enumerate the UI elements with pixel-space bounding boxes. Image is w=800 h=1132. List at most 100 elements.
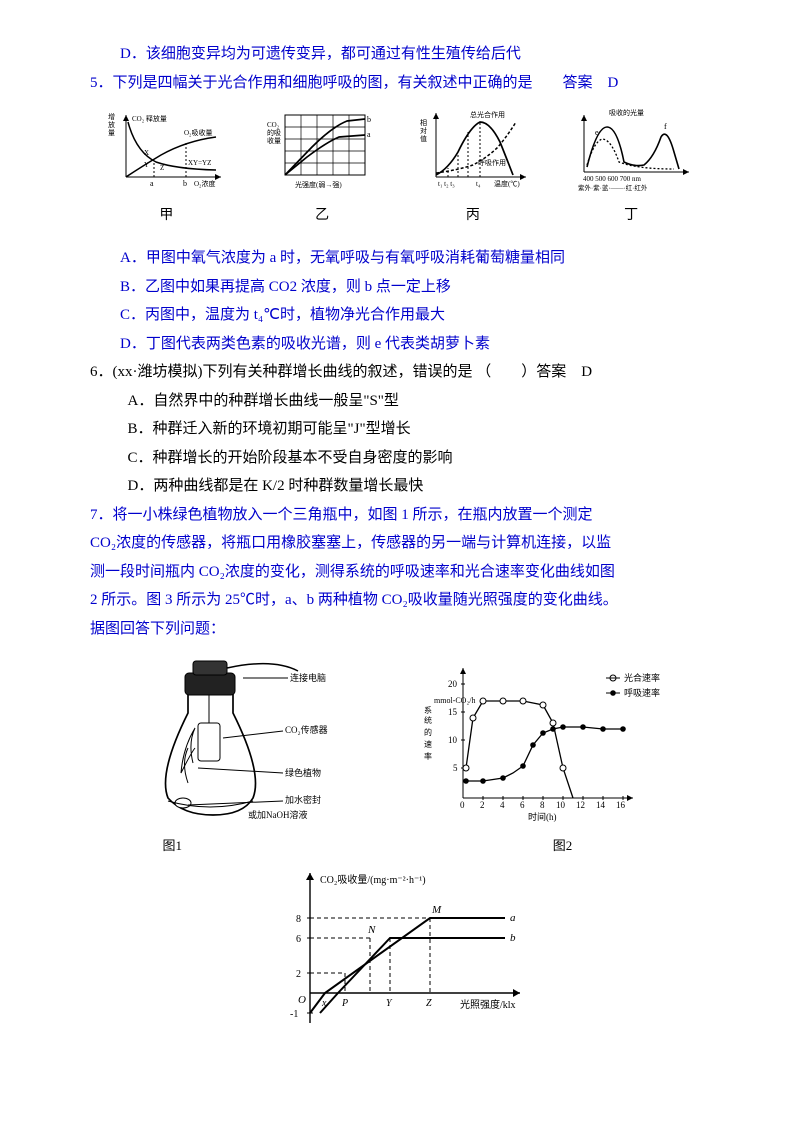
q5-opt-b: B．乙图中如果再提高 CO2 浓度，则 b 点一定上移: [90, 273, 710, 302]
svg-text:X: X: [144, 149, 149, 157]
svg-text:光照强度/klx: 光照强度/klx: [460, 998, 516, 1011]
svg-text:的: 的: [424, 727, 432, 737]
svg-text:O₂浓度: O₂浓度: [194, 179, 216, 188]
svg-text:-1: -1: [290, 1009, 298, 1020]
svg-text:14: 14: [596, 800, 606, 810]
q7-line2: CO₂浓度的传感器，将瓶口用橡胶塞塞上，传感器的另一端与计算机连接，以监: [90, 529, 710, 558]
q5-opt-d: D．丁图代表两类色素的吸收光谱，则 e 代表类胡萝卜素: [90, 330, 710, 359]
svg-text:放: 放: [108, 120, 115, 129]
svg-text:2: 2: [480, 800, 485, 810]
svg-text:CO₂ 释放量: CO₂ 释放量: [132, 114, 167, 123]
svg-text:CO₂: CO₂: [267, 121, 280, 129]
svg-text:Z: Z: [160, 164, 164, 172]
svg-text:2: 2: [296, 969, 301, 980]
q7-fig-row-1: 连接电脑 CO₂传感器 绿色植物 加水密封 或加NaOH溶液 图1 0 2 4 …: [100, 653, 700, 858]
svg-text:O₂吸收量: O₂吸收量: [184, 128, 213, 137]
q5-chart-d: 吸收的光量 e f 400 500 600 700 nm 紫外·紫·蓝·——·红…: [569, 107, 694, 229]
q5-chart-a-label: 甲: [106, 203, 226, 230]
svg-text:4: 4: [500, 800, 505, 810]
svg-text:增: 增: [108, 112, 115, 121]
svg-text:a: a: [367, 130, 371, 139]
svg-text:6: 6: [520, 800, 525, 810]
q7-fig2-caption: 图2: [458, 834, 668, 859]
svg-text:5: 5: [453, 763, 458, 773]
q5-chart-a: 增放量 CO₂ 释放量 O₂吸收量 XY=YZ a b O₂浓度 X Y Z 甲: [106, 107, 226, 229]
svg-text:时间(h): 时间(h): [528, 811, 557, 822]
svg-text:400 500 600 700 nm: 400 500 600 700 nm: [583, 175, 642, 183]
q5-opt-a: A．甲图中氧气浓度为 a 时，无氧呼吸与有氧呼吸消耗葡萄糖量相同: [90, 244, 710, 273]
svg-text:b: b: [183, 179, 187, 188]
q6-stem: 6．(xx·潍坊模拟)下列有关种群增长曲线的叙述，错误的是 （ ）答案 D: [90, 358, 710, 387]
svg-text:O: O: [298, 994, 306, 1006]
svg-text:吸收的光量: 吸收的光量: [609, 108, 644, 117]
svg-text:绿色植物: 绿色植物: [285, 767, 321, 778]
svg-text:a: a: [150, 179, 154, 188]
svg-text:的吸: 的吸: [267, 128, 281, 137]
svg-text:10: 10: [448, 735, 458, 745]
svg-text:总光合作用: 总光合作用: [470, 110, 505, 119]
q6-opt-a: A．自然界中的种群增长曲线一般呈"S"型: [90, 387, 710, 416]
svg-text:mmol-CO₂/h: mmol-CO₂/h: [434, 696, 475, 705]
svg-text:呼吸速率: 呼吸速率: [624, 687, 660, 698]
svg-text:P: P: [341, 998, 348, 1009]
svg-text:N: N: [367, 924, 376, 936]
svg-text:或加NaOH溶液: 或加NaOH溶液: [248, 809, 308, 820]
svg-text:20: 20: [448, 679, 458, 689]
q7-line1: 7．将一小株绿色植物放入一个三角瓶中，如图 1 所示，在瓶内放置一个测定: [90, 501, 710, 530]
svg-text:紫外·紫·蓝·——·红·红外: 紫外·紫·蓝·——·红·红外: [578, 183, 648, 192]
q7-line5: 据图回答下列问题：: [90, 615, 710, 644]
svg-text:M: M: [431, 904, 442, 916]
svg-text:x: x: [321, 998, 327, 1009]
svg-text:对: 对: [420, 126, 427, 135]
q5-chart-c-label: 丙: [418, 203, 528, 230]
svg-text:XY=YZ: XY=YZ: [188, 159, 211, 167]
q5-chart-d-label: 丁: [569, 203, 694, 230]
svg-text:t₄: t₄: [476, 180, 481, 188]
svg-text:f: f: [664, 122, 667, 131]
q6-opt-c: C．种群增长的开始阶段基本不受自身密度的影响: [90, 444, 710, 473]
q6-opt-b: B．种群迁入新的环境初期可能呈"J"型增长: [90, 415, 710, 444]
q4-opt-d: D．该细胞变异均为可遗传变异，都可通过有性生殖传给后代: [90, 40, 710, 69]
svg-text:b: b: [367, 115, 371, 124]
svg-text:Z: Z: [426, 998, 432, 1009]
svg-text:12: 12: [576, 800, 585, 810]
q7-line4: 2 所示。图 3 所示为 25℃时，a、b 两种植物 CO₂吸收量随光照强度的变…: [90, 586, 710, 615]
svg-text:率: 率: [424, 751, 432, 761]
svg-text:Y: Y: [386, 998, 393, 1009]
svg-text:相: 相: [420, 118, 427, 127]
q5-opt-c: C．丙图中，温度为 t₄℃时，植物净光合作用最大: [90, 301, 710, 330]
svg-text:收量: 收量: [267, 136, 281, 145]
q7-line3: 测一段时间瓶内 CO₂浓度的变化，测得系统的呼吸速率和光合速率变化曲线如图: [90, 558, 710, 587]
svg-text:Y: Y: [144, 161, 149, 169]
svg-text:温度(℃): 温度(℃): [494, 179, 520, 188]
svg-text:6: 6: [296, 934, 301, 945]
svg-text:a: a: [510, 912, 516, 924]
svg-text:0: 0: [460, 800, 465, 810]
svg-text:t₁ t₂ t₃: t₁ t₂ t₃: [438, 180, 455, 188]
q7-fig1-caption: 图1: [163, 834, 333, 859]
svg-text:加水密封: 加水密封: [285, 794, 321, 805]
svg-text:速: 速: [424, 740, 432, 749]
svg-text:8: 8: [296, 914, 301, 925]
svg-text:e: e: [595, 128, 599, 137]
svg-text:10: 10: [556, 800, 566, 810]
svg-text:8: 8: [540, 800, 545, 810]
q7-fig1: 连接电脑 CO₂传感器 绿色植物 加水密封 或加NaOH溶液 图1: [133, 653, 333, 858]
svg-text:呼吸作用: 呼吸作用: [478, 158, 506, 167]
q5-chart-c: 总光合作用 呼吸作用 相对值 t₁ t₂ t₃ t₄ 温度(℃) 丙: [418, 107, 528, 229]
svg-text:16: 16: [616, 800, 626, 810]
svg-text:系: 系: [424, 705, 432, 715]
svg-text:光强度(弱→强): 光强度(弱→强): [295, 180, 342, 189]
q5-chart-b-label: 乙: [267, 203, 377, 230]
svg-text:光合速率: 光合速率: [624, 672, 660, 683]
svg-text:量: 量: [108, 129, 115, 137]
q7-fig3: O -1 2 6 8 a b M N x P Y Z 光照强度/klx CO₂吸…: [90, 863, 710, 1038]
q6-opt-d: D．两种曲线都是在 K/2 时种群数量增长最快: [90, 472, 710, 501]
svg-text:CO₂吸收量/(mg·m⁻²·h⁻¹): CO₂吸收量/(mg·m⁻²·h⁻¹): [320, 873, 426, 886]
svg-text:统: 统: [424, 715, 432, 725]
svg-text:连接电脑: 连接电脑: [290, 672, 326, 683]
q7-fig2: 0 2 4 6 8 10 12 14 16 5 10 15 20: [418, 653, 668, 858]
svg-text:值: 值: [420, 134, 427, 143]
q5-chart-b: a b CO₂ 的吸 收量 光强度(弱→强) 乙: [267, 107, 377, 229]
svg-text:CO₂传感器: CO₂传感器: [285, 724, 328, 735]
